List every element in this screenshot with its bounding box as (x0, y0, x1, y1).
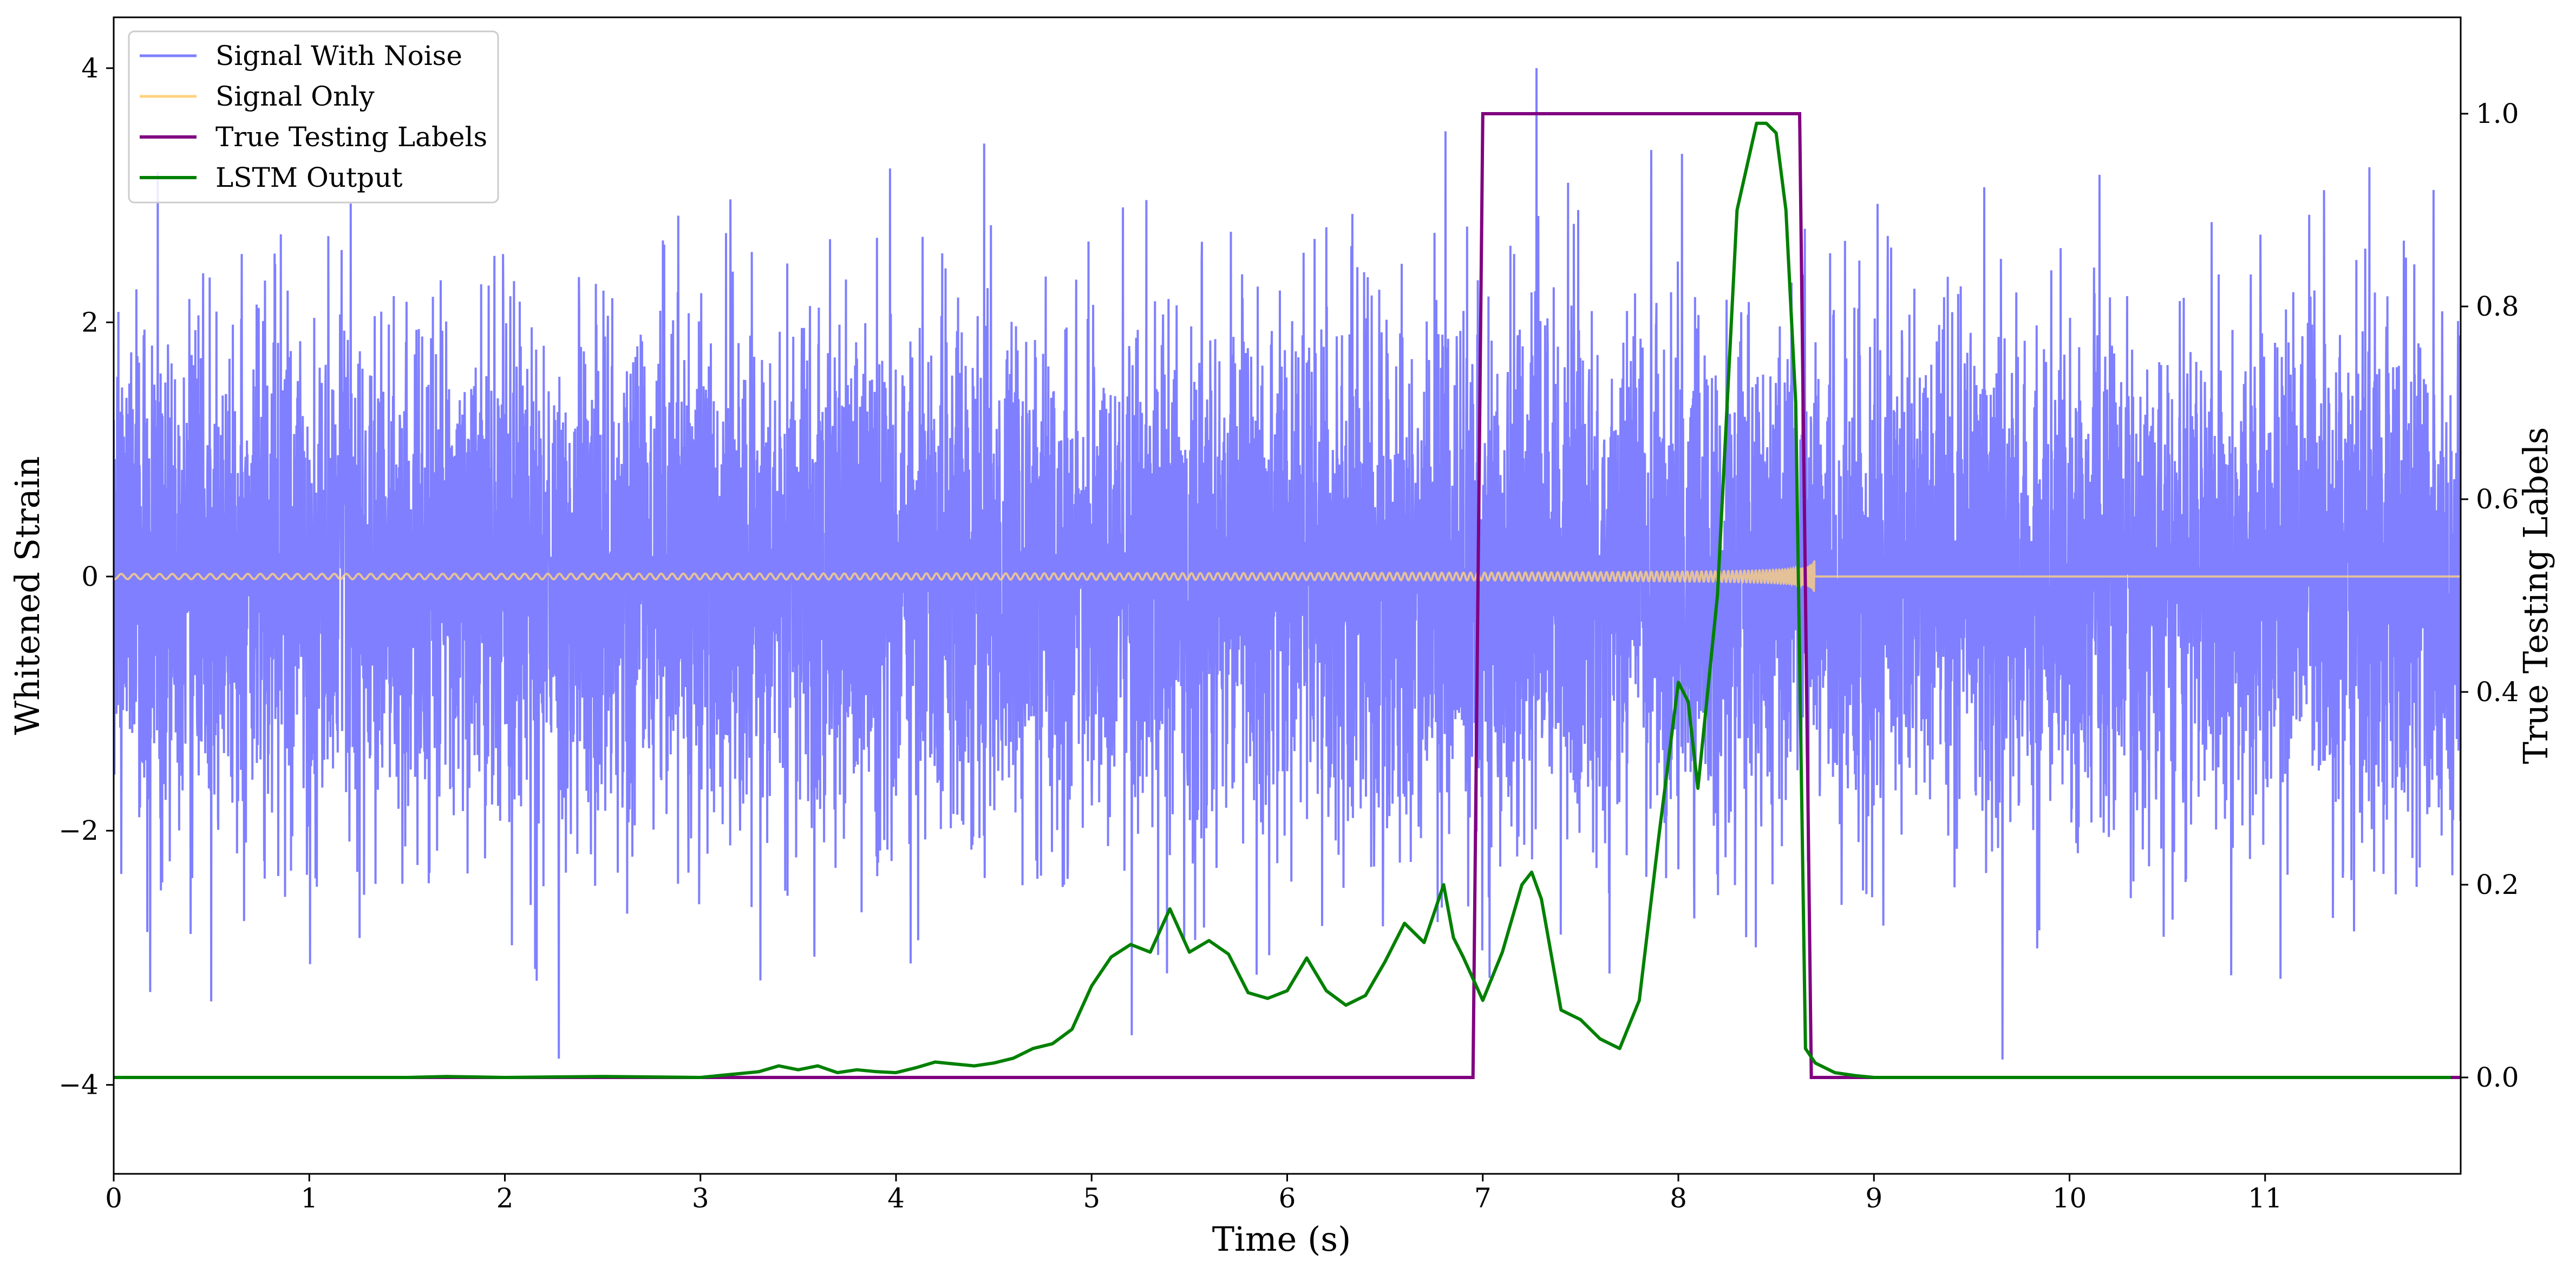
y2-tick-label: 0.0 (2476, 1062, 2519, 1093)
y-axis-left: −4 −2 0 2 4 (58, 53, 114, 1101)
x-tick-label: 6 (1279, 1182, 1296, 1214)
lstm-output-line (114, 121, 2451, 1079)
series-layer (114, 68, 2461, 1079)
x-tick-label: 5 (1083, 1182, 1100, 1214)
x-tick-label: 8 (1670, 1182, 1687, 1214)
x-axis-label: Time (s) (1212, 1219, 1351, 1259)
y2-tick-label: 0.6 (2476, 484, 2519, 515)
legend-box (128, 30, 499, 204)
legend-label: Signal With Noise (215, 40, 462, 71)
legend-entry: Signal With Noise (140, 40, 462, 71)
y-tick-label: 2 (81, 306, 99, 338)
x-tick-label: 3 (692, 1182, 709, 1214)
y-tick-label: −2 (58, 815, 99, 846)
y2-tick-label: 0.8 (2476, 291, 2519, 322)
y2-tick-label: 0.2 (2476, 869, 2519, 900)
legend-entry: Signal Only (140, 81, 375, 112)
y-tick-label: 4 (81, 53, 99, 84)
y-tick-label: −4 (58, 1069, 99, 1101)
legend-label: LSTM Output (215, 162, 402, 193)
x-tick-label: 0 (105, 1182, 122, 1214)
x-tick-label: 10 (2052, 1182, 2087, 1214)
legend-label: Signal Only (215, 81, 375, 112)
x-tick-label: 7 (1474, 1182, 1492, 1214)
legend-entry: True Testing Labels (140, 121, 487, 153)
x-tick-label: 9 (1865, 1182, 1882, 1214)
y-axis-label: Whitened Strain (8, 456, 47, 735)
legend: Signal With Noise Signal Only True Testi… (128, 30, 499, 204)
x-tick-label: 2 (496, 1182, 514, 1214)
x-tick-label: 11 (2248, 1182, 2283, 1214)
y-tick-label: 0 (81, 561, 99, 592)
signal-with-noise-line (114, 68, 2461, 1060)
x-axis: 0 1 2 3 4 5 6 7 8 9 10 11 (105, 1174, 2283, 1214)
x-tick-label: 1 (300, 1182, 318, 1214)
legend-entry: LSTM Output (140, 162, 402, 193)
y2-tick-label: 0.4 (2476, 676, 2519, 708)
signal-only-line (114, 560, 2461, 592)
legend-label: True Testing Labels (215, 121, 487, 153)
y2-axis-label: True Testing Labels (2516, 427, 2555, 765)
x-tick-label: 4 (887, 1182, 905, 1214)
y2-tick-label: 1.0 (2476, 98, 2519, 129)
y-axis-right: 0.0 0.2 0.4 0.6 0.8 1.0 (2461, 98, 2519, 1093)
